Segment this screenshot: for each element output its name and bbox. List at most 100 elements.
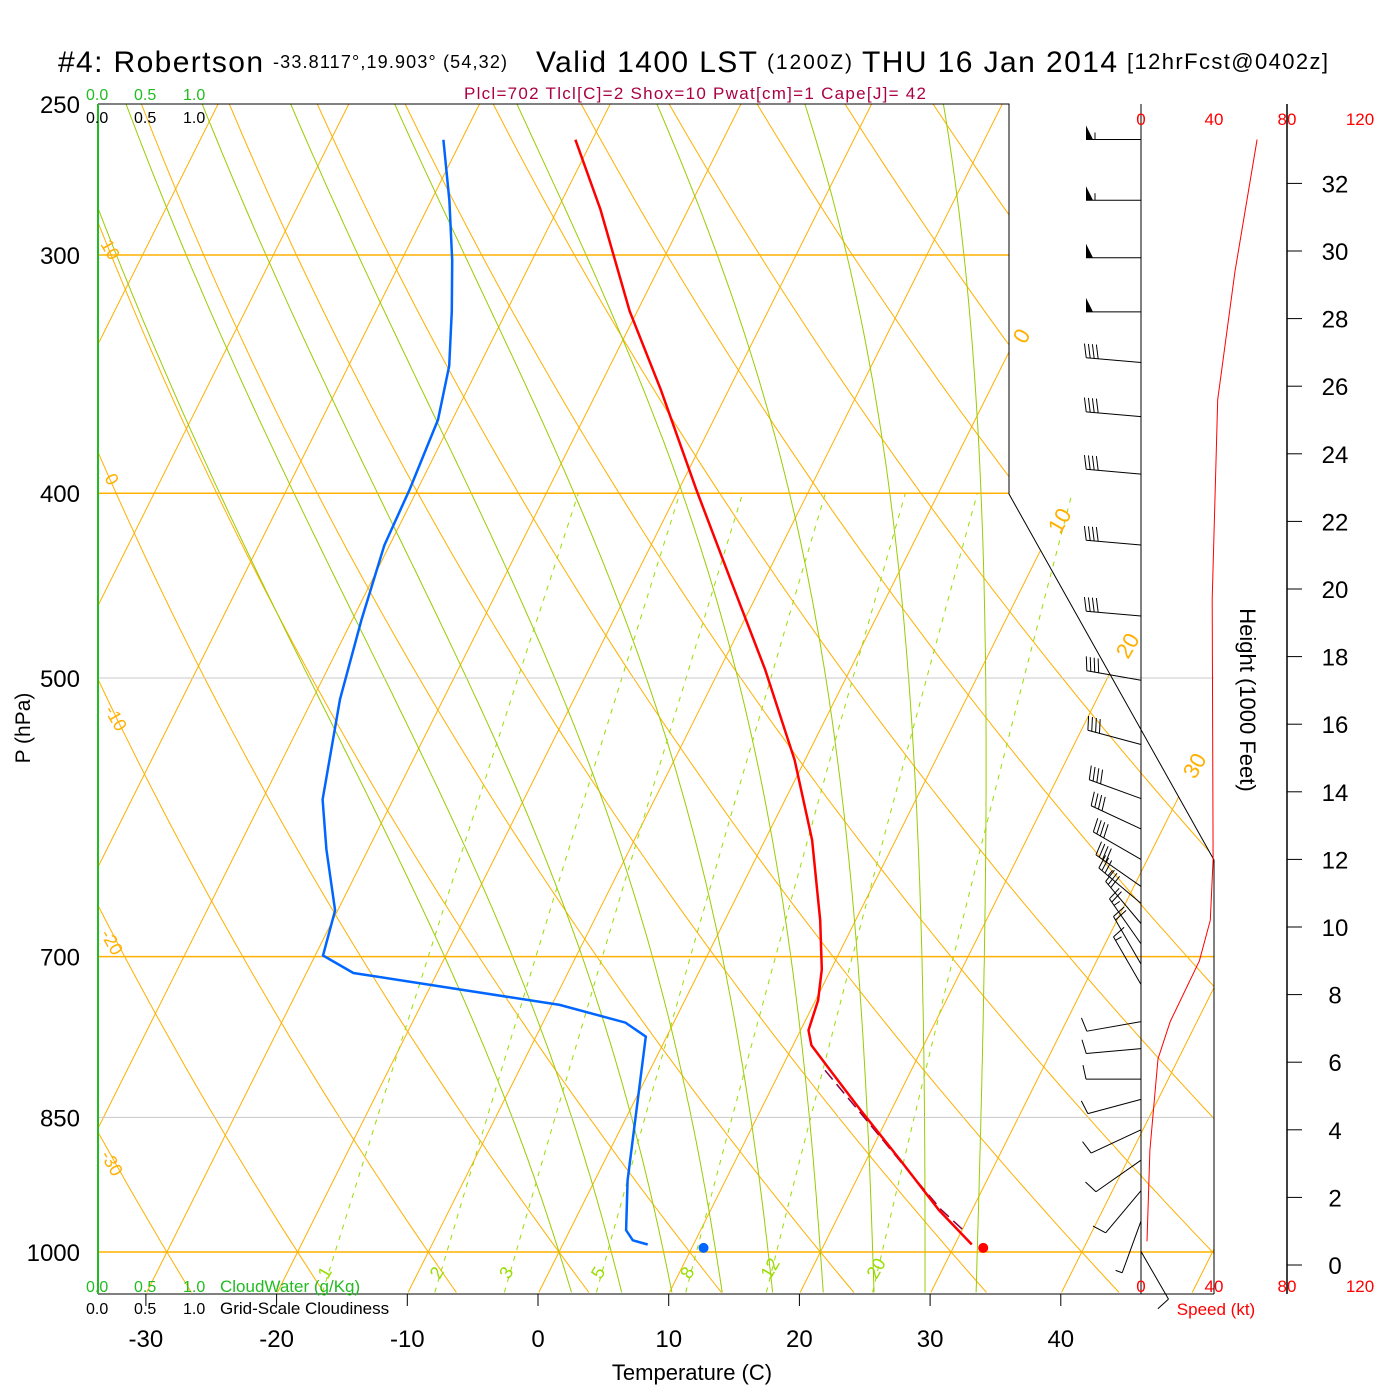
wind-barb: [1098, 855, 1142, 904]
dry-adiabat-line: [98, 104, 590, 1293]
wind-barb: [1086, 186, 1141, 201]
height-tick-label: 18: [1322, 645, 1349, 672]
title-date: THU 16 Jan 2014: [862, 46, 1117, 79]
height-tick-label: 26: [1322, 374, 1349, 401]
wind-speed-line: [1146, 139, 1258, 1242]
mixing-ratio-line: [596, 494, 826, 1293]
speed-axis-title: Speed (kt): [1177, 1300, 1255, 1319]
height-tick-label: 2: [1328, 1185, 1341, 1212]
height-tick-label: 28: [1322, 307, 1349, 334]
cloudiness-tick-bottom: 0.5: [134, 1301, 156, 1318]
x-axis-title: Temperature (C): [612, 1360, 772, 1385]
pressure-tick-label: 700: [40, 945, 80, 972]
moist-adiabat-line: [290, 104, 723, 1293]
height-tick-label: 14: [1322, 780, 1349, 807]
dry-adiabat-line: [736, 104, 1214, 1293]
cloudiness-tick-bottom: 0.0: [86, 1301, 108, 1318]
moist-adiabat-line: [201, 104, 673, 1293]
height-tick-label: 12: [1322, 847, 1349, 874]
dry-adiabat-label: -20: [97, 926, 127, 959]
background-grid: [98, 104, 1214, 1293]
wind-barb: [1086, 297, 1141, 313]
height-tick-label: 8: [1328, 983, 1341, 1010]
pressure-tick-label: 1000: [27, 1240, 80, 1267]
dry-adiabat-line: [98, 104, 457, 1293]
isotherm-label: 20: [1111, 629, 1145, 663]
cloudiness-tick-top: 0.5: [134, 110, 156, 127]
mixing-ratio-label: 20: [862, 1255, 889, 1282]
isobars: [98, 254, 1214, 1253]
mixing-ratio-label: 3: [495, 1263, 517, 1282]
speed-tick-label-top: 120: [1346, 110, 1374, 129]
dry-adiabat-line: [301, 104, 1120, 1293]
mixing-ratio-label: 2: [426, 1263, 448, 1282]
dry-adiabat-line: [1171, 104, 1214, 1293]
speed-tick-label-bottom: 120: [1346, 1277, 1374, 1296]
temperature-tick-label: 10: [655, 1326, 682, 1353]
temperature-tick-label: -30: [129, 1326, 164, 1353]
isotherm-label: 10: [1043, 504, 1077, 538]
speed-tick-label-top: 40: [1205, 110, 1224, 129]
mixing-ratio-label: 12: [756, 1255, 783, 1282]
cloud-water-tick-top: 1.0: [183, 87, 205, 104]
plot-frame: [97, 103, 1288, 1295]
frame-outline: [98, 103, 1215, 1294]
wind-barb: [1081, 1039, 1142, 1054]
dry-adiabat-line: [98, 104, 722, 1293]
wind-barb: [1080, 1098, 1142, 1115]
title-utc: (1200Z): [767, 51, 852, 74]
title-coords: -33.8117°,19.903° (54,32): [273, 52, 507, 72]
wind-barb: [1086, 243, 1141, 259]
cloudiness-tick-bottom: 1.0: [183, 1301, 205, 1318]
speed-tick-label-top: 0: [1136, 110, 1145, 129]
dry-adiabat-line: [214, 104, 987, 1293]
height-tick-label: 30: [1322, 239, 1349, 266]
wind-barb: [1082, 1129, 1142, 1154]
wind-barb: [1083, 525, 1142, 546]
mixing-ratio-line: [765, 494, 978, 1293]
cloudiness-tick-top: 0.0: [86, 110, 108, 127]
y-axis-title: P (hPa): [12, 693, 35, 764]
dry-adiabat-line: [98, 104, 325, 1293]
height-tick-label: 16: [1322, 712, 1349, 739]
mixing-ratio-line: [872, 494, 1073, 1293]
moist-adiabat-line: [125, 104, 623, 1293]
isotherm-line: [930, 104, 1214, 1293]
mixing-ratio-label: 5: [587, 1263, 609, 1282]
pressure-tick-label: 400: [40, 481, 80, 508]
cloud-water-tick-bottom: 0.5: [134, 1279, 156, 1296]
temperature-tick-label: -20: [259, 1326, 294, 1353]
mixing-ratio-line: [434, 494, 681, 1293]
wind-barb: [1095, 841, 1142, 887]
cloud-water-tick-top: 0.5: [134, 87, 156, 104]
isotherm-line: [146, 104, 742, 1293]
wind-barb: [1083, 455, 1142, 475]
dry-adiabat-line: [475, 104, 1214, 1293]
isotherm-line: [98, 104, 350, 1293]
isotherm-line: [98, 104, 219, 1293]
surface-dewpoint-point: [698, 1242, 709, 1253]
moist-adiabat-line: [516, 104, 824, 1293]
height-tick-label: 4: [1328, 1118, 1341, 1145]
wind-barb: [1088, 765, 1142, 800]
speed-tick-label-top: 80: [1278, 110, 1297, 129]
surface-temperature-point: [978, 1242, 989, 1253]
height-tick-label: 24: [1322, 442, 1349, 469]
cloud-water-tick-bottom: 1.0: [183, 1279, 205, 1296]
height-axis-title: Height (1000 Feet): [1235, 608, 1260, 791]
cloudiness-axis-title: Grid-Scale Cloudiness: [220, 1299, 389, 1318]
temperature-tick-label: 20: [786, 1326, 813, 1353]
cloud-water-tick-top: 0.0: [86, 87, 108, 104]
isotherm-line: [276, 104, 873, 1293]
wind-barb: [1115, 1220, 1142, 1274]
isotherm-line: [98, 104, 611, 1293]
mixing-ratio-label: 8: [676, 1263, 698, 1282]
speed-tick-label-bottom: 40: [1205, 1277, 1224, 1296]
mixing-ratio-line: [322, 494, 579, 1293]
isotherm-line: [799, 104, 1214, 1293]
title-station: #4: Robertson: [58, 46, 263, 79]
wind-barb: [1082, 1064, 1141, 1080]
speed-tick-label-bottom: 0: [1136, 1277, 1145, 1296]
temperature-line: [574, 139, 973, 1246]
